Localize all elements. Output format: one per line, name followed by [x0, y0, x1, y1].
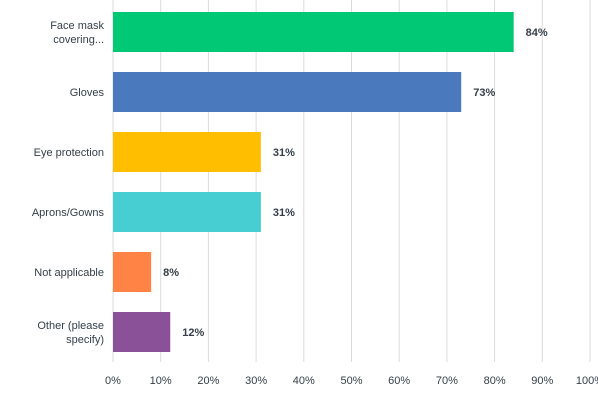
x-tick-label: 40%: [293, 375, 315, 387]
data-label: 31%: [273, 147, 295, 159]
gridlines: [112, 0, 591, 362]
data-label: 84%: [526, 27, 548, 39]
x-tick-label: 90%: [531, 375, 553, 387]
data-label: 8%: [163, 267, 179, 279]
value-labels: 84% 73% 31% 31% 8% 12%: [163, 27, 548, 339]
x-tick-label: 80%: [484, 375, 506, 387]
x-tick-label: 20%: [197, 375, 219, 387]
x-tick-label: 60%: [388, 375, 410, 387]
bars: [113, 12, 514, 352]
bar: [113, 252, 152, 292]
x-axis-tick-labels: 0% 10% 20% 30% 40% 50% 60% 70% 80% 90% 100%: [105, 375, 598, 387]
x-tick-label: 100%: [576, 375, 598, 387]
bar: [113, 12, 514, 52]
x-tick-label: 70%: [436, 375, 458, 387]
category-labels: Face mask covering... Gloves Eye protection…: [32, 20, 105, 346]
category-label: Eye protection: [34, 147, 104, 159]
category-label: Aprons/Gowns: [32, 207, 105, 219]
category-label: Other (please specify): [37, 320, 104, 346]
data-label: 31%: [273, 207, 295, 219]
data-label: 73%: [473, 87, 495, 99]
bar: [113, 132, 261, 172]
bar: [113, 192, 261, 232]
category-label: Face mask covering...: [50, 20, 104, 46]
x-tick-label: 50%: [340, 375, 362, 387]
x-tick-label: 0%: [105, 375, 121, 387]
category-label: Not applicable: [34, 267, 104, 279]
bar: [113, 312, 171, 352]
x-tick-label: 10%: [150, 375, 172, 387]
x-tick-label: 30%: [245, 375, 267, 387]
data-label: 12%: [182, 327, 204, 339]
bar: [113, 72, 462, 112]
category-label: Gloves: [70, 87, 105, 99]
